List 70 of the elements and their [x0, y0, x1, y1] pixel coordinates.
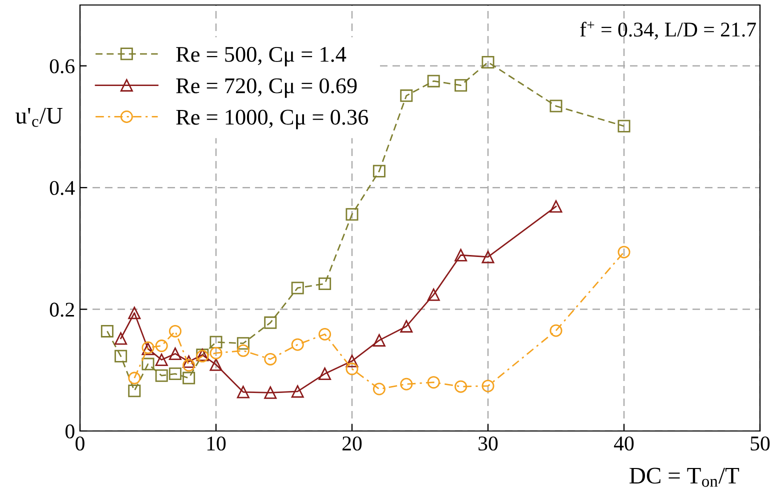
- point: [618, 120, 630, 132]
- point: [372, 382, 386, 396]
- x-tick-label: 0: [76, 436, 84, 451]
- point: [155, 369, 168, 382]
- point: [168, 368, 182, 380]
- point: [168, 324, 182, 338]
- point: [128, 306, 141, 320]
- x-tick-label: 40: [614, 436, 634, 451]
- point: [291, 282, 304, 294]
- point: [618, 246, 630, 258]
- y-tick-label: 0.4: [50, 180, 75, 196]
- y-tick-label: 0: [66, 424, 74, 438]
- point: [142, 358, 154, 370]
- annotation: f$^{+}$ = 0.34, L/D = 21.7: [580, 21, 756, 40]
- legend-label: Re = 1000, Cμ = 0.36: [176, 110, 368, 130]
- point: [210, 358, 222, 371]
- x-tick-label: 10: [207, 436, 226, 451]
- x-tick-label: 50: [750, 436, 770, 451]
- point: [427, 288, 440, 301]
- point: [318, 368, 332, 380]
- y-tick-label: 0.6: [50, 59, 75, 74]
- point: [346, 362, 358, 376]
- point: [400, 89, 413, 102]
- point: [372, 334, 386, 347]
- point: [427, 376, 440, 389]
- legend-label: Re = 720, Cμ = 0.69: [176, 78, 357, 98]
- point: [210, 346, 222, 360]
- point: [482, 380, 494, 392]
- legend-label: Re = 500, Cμ = 1.4: [176, 46, 346, 66]
- point: [482, 56, 494, 68]
- point: [155, 354, 168, 366]
- point: [550, 324, 562, 337]
- point: [236, 386, 250, 398]
- y-axis-title: u'$_{c}$/U: [16, 108, 62, 127]
- point: [168, 347, 182, 360]
- point: [182, 359, 196, 372]
- point: [454, 248, 468, 262]
- point: [236, 337, 250, 350]
- point: [128, 372, 141, 384]
- point: [182, 355, 196, 368]
- y-tick-label: 0.2: [50, 302, 74, 317]
- point: [264, 352, 277, 366]
- point: [128, 384, 141, 398]
- point: [318, 328, 332, 340]
- point: [114, 350, 128, 362]
- point: [182, 372, 196, 384]
- point: [291, 385, 304, 398]
- point: [372, 164, 386, 178]
- x-tick-label: 20: [342, 436, 362, 451]
- point: [236, 344, 250, 357]
- point: [346, 208, 358, 221]
- point: [400, 378, 413, 390]
- point: [550, 200, 562, 213]
- point: [454, 380, 468, 393]
- point: [100, 324, 114, 338]
- point: [427, 74, 440, 88]
- point: [318, 277, 332, 290]
- point: [482, 250, 494, 264]
- point: [291, 338, 304, 351]
- x-tick-label: 30: [478, 436, 498, 451]
- point: [264, 386, 277, 399]
- point: [264, 316, 277, 329]
- point: [346, 354, 358, 368]
- x-axis-title: DC = T$_{on}$/T: [630, 468, 740, 487]
- point: [155, 340, 168, 352]
- point: [114, 332, 128, 345]
- point: [210, 336, 222, 348]
- point: [454, 79, 468, 92]
- point: [400, 320, 413, 333]
- point: [550, 100, 562, 112]
